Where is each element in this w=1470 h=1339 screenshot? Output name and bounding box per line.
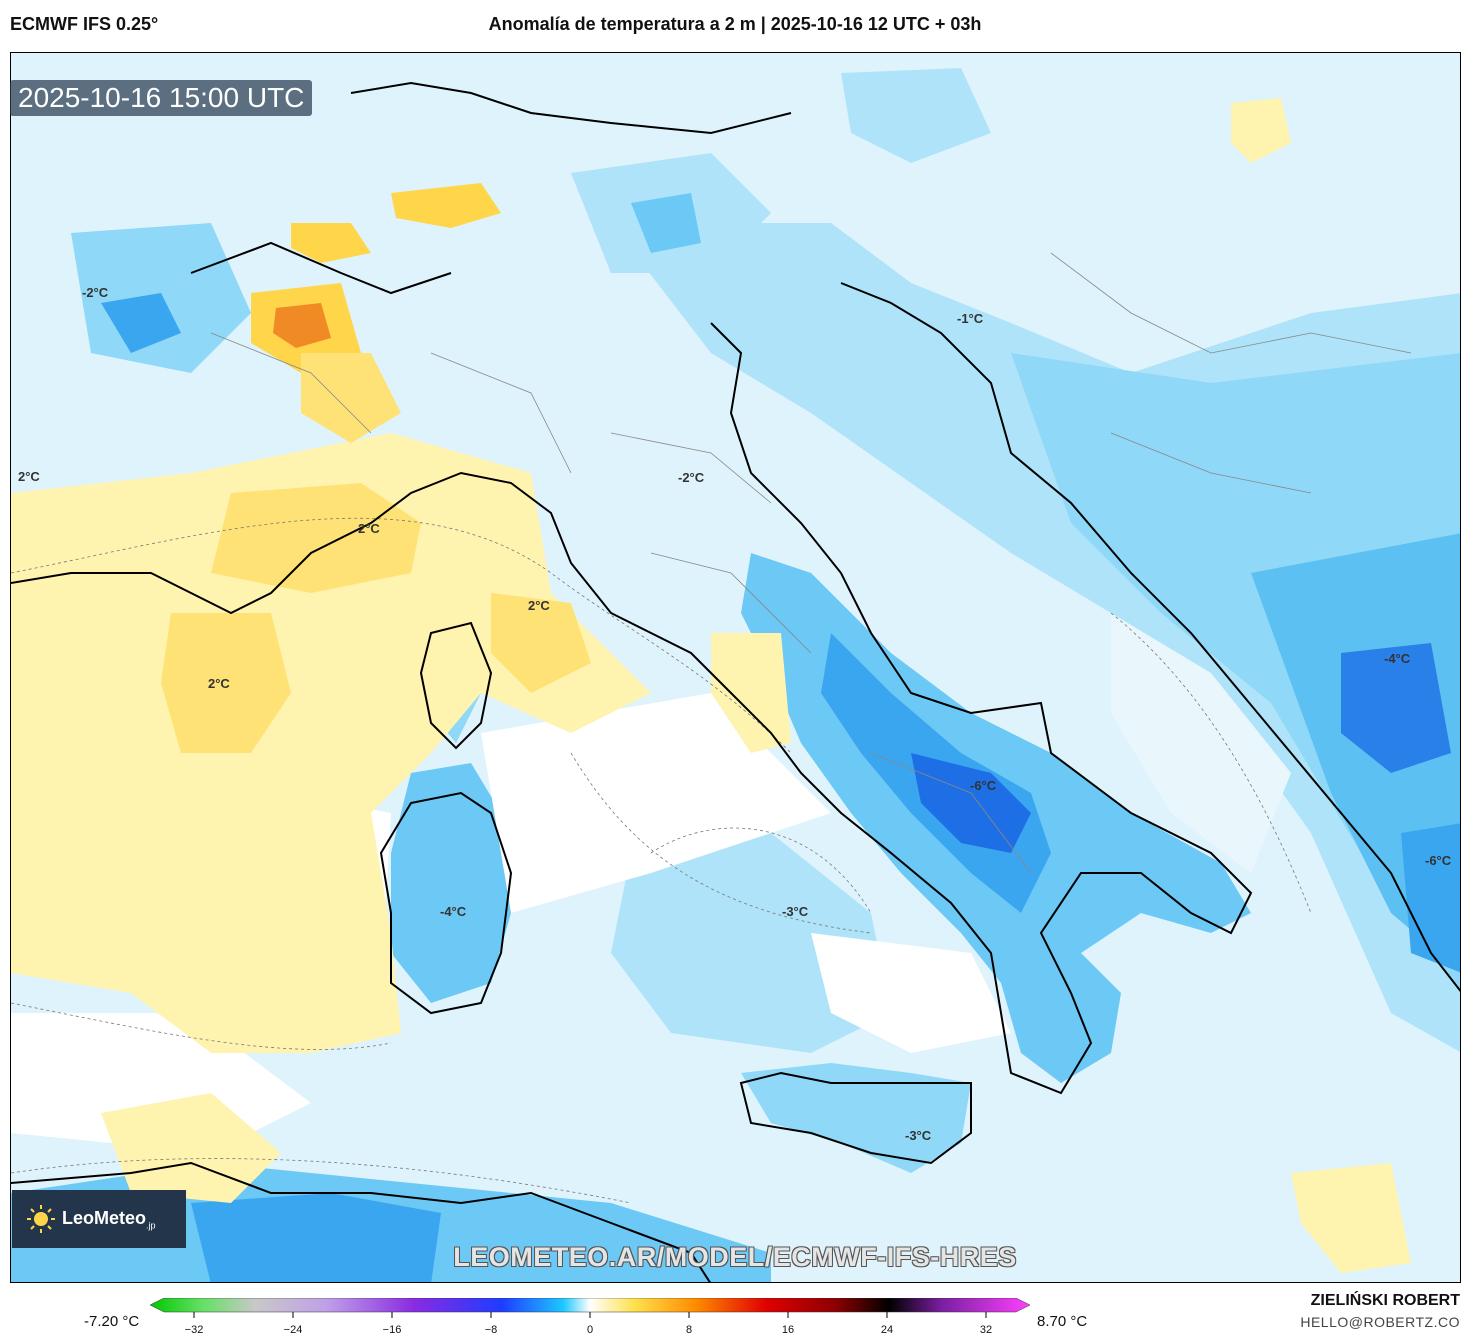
leometeo-logo[interactable]: LeoMeteo.jp — [12, 1190, 186, 1248]
watermark-url: LEOMETEO.AR/MODEL/ECMWF-IFS-HRES — [453, 1242, 1017, 1272]
colorbar-tick-label: 0 — [586, 1324, 594, 1336]
map-label: -4°C — [1384, 651, 1411, 666]
colorbar-max-label: 8.70 °C — [1037, 1313, 1088, 1330]
colorbar-tick-label: 16 — [781, 1324, 795, 1336]
colorbar-tick-label: 8 — [685, 1324, 693, 1336]
colorbar-tick-label: 32 — [979, 1324, 993, 1336]
author-email[interactable]: HELLO@ROBERTZ.CO — [1300, 1314, 1460, 1330]
temperature-anomaly-map — [11, 53, 1460, 1282]
colorbar-tick-label: −8 — [484, 1324, 498, 1336]
colorbar-tick-label: −32 — [184, 1324, 204, 1336]
map-label: 2°C — [18, 469, 40, 484]
map-label: -2°C — [82, 285, 109, 300]
map-timestamp: 2025-10-16 15:00 UTC — [10, 80, 313, 116]
map-label: -3°C — [782, 904, 809, 919]
colorbar — [150, 1298, 1030, 1318]
colorbar-min-label: -7.20 °C — [84, 1313, 140, 1330]
logo-text: LeoMeteo.jp — [62, 1207, 156, 1231]
map-label: -6°C — [1425, 853, 1452, 868]
map-label: 2°C — [358, 521, 380, 536]
header-model: ECMWF IFS 0.25° — [10, 14, 159, 34]
colorbar-ticks — [193, 1312, 987, 1318]
map-label: -2°C — [678, 470, 705, 485]
map-label: -4°C — [440, 904, 467, 919]
map-label: 2°C — [208, 676, 230, 691]
colorbar-tick-label: −16 — [382, 1324, 402, 1336]
map-label: -3°C — [905, 1128, 932, 1143]
header-title: Anomalía de temperatura a 2 m | 2025-10-… — [488, 14, 982, 34]
author-name: ZIELIŃSKI ROBERT — [1310, 1292, 1460, 1309]
map-label: -1°C — [957, 311, 984, 326]
map-label: 2°C — [528, 598, 550, 613]
colorbar-gradient — [150, 1298, 1030, 1313]
colorbar-tick-label: 24 — [880, 1324, 894, 1336]
map-label: -6°C — [970, 778, 997, 793]
colorbar-tick-label: −24 — [283, 1324, 303, 1336]
sun-icon — [27, 1205, 55, 1233]
map[interactable] — [10, 52, 1461, 1283]
